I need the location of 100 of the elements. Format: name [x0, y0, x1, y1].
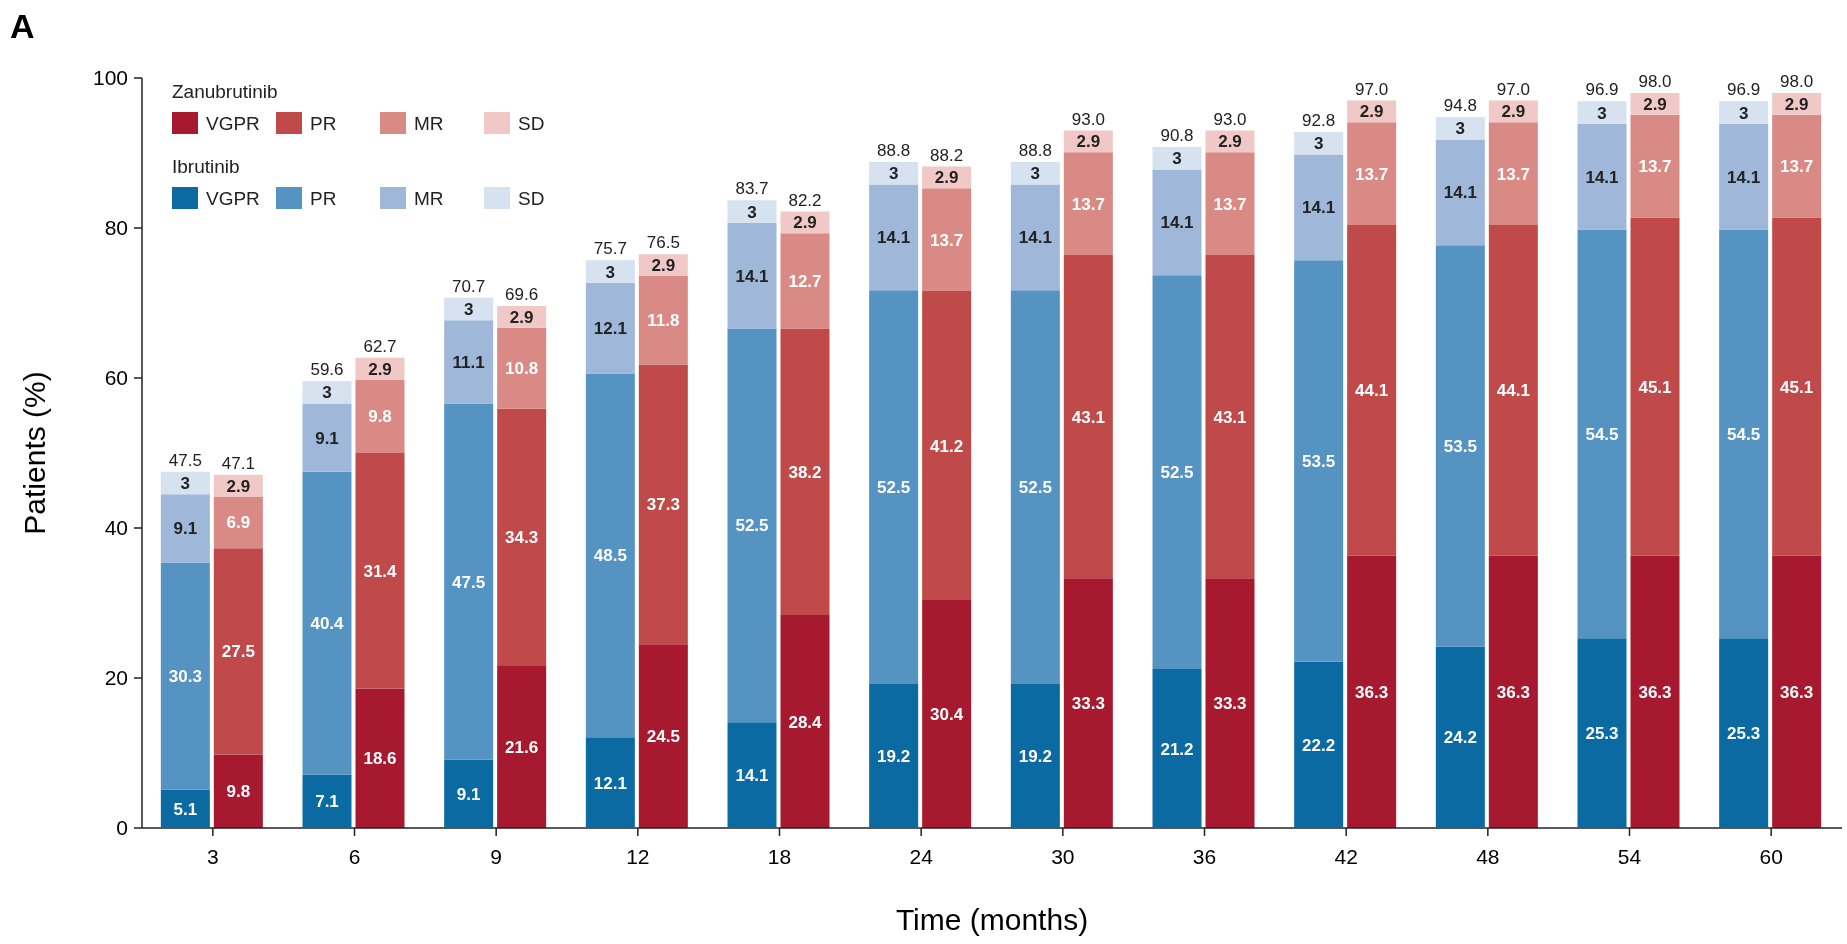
bar [1577, 229, 1627, 639]
data-label: 2.9 [226, 476, 251, 496]
data-label: 13.7 [1496, 164, 1530, 184]
data-label: 13.7 [1638, 157, 1672, 177]
chart-title: A [10, 7, 35, 45]
y-tick-label: 20 [104, 666, 128, 689]
data-label: 30.3 [168, 667, 202, 687]
bar [1063, 255, 1113, 579]
bar [780, 328, 830, 615]
bar [1152, 669, 1202, 828]
data-label: 5.1 [173, 799, 198, 819]
bar [213, 496, 263, 549]
data-label: 3 [1313, 134, 1324, 154]
bar [1294, 260, 1344, 662]
y-tick-label: 80 [104, 216, 128, 239]
data-label: 2.9 [1076, 132, 1101, 152]
bar [1294, 132, 1344, 155]
total-label: 97.0 [1496, 79, 1530, 99]
data-label: 14.1 [1018, 228, 1052, 248]
data-label: 3 [1455, 119, 1466, 139]
bar [1719, 229, 1769, 639]
data-label: 3 [180, 474, 191, 493]
bar [1630, 217, 1680, 556]
data-label: 27.5 [221, 642, 255, 662]
data-label: 36.3 [1638, 682, 1672, 702]
total-label: 92.8 [1302, 111, 1336, 130]
x-tick-label: 48 [1476, 845, 1500, 868]
bar [922, 188, 972, 291]
y-tick-label: 100 [92, 66, 128, 89]
data-label: 38.2 [788, 462, 822, 482]
bar [444, 320, 494, 404]
total-label: 47.5 [168, 450, 202, 470]
data-label: 47.5 [452, 572, 486, 592]
y-axis-title: Patients (%) [18, 371, 51, 535]
data-label: 13.7 [1071, 194, 1105, 214]
bar [355, 688, 405, 828]
bar [1063, 152, 1113, 255]
x-tick-label: 9 [490, 845, 503, 868]
bar [638, 276, 688, 365]
data-label: 25.3 [1585, 724, 1619, 744]
bar [1152, 147, 1202, 170]
data-label: 7.1 [315, 792, 339, 812]
data-label: 6.9 [226, 513, 251, 533]
total-label: 82.2 [788, 190, 822, 210]
data-label: 48.5 [593, 546, 627, 566]
data-label: 3 [1030, 164, 1041, 184]
data-label: 52.5 [877, 478, 911, 498]
data-label: 33.3 [1213, 694, 1247, 714]
data-label: 53.5 [1302, 451, 1336, 471]
bar [497, 327, 547, 409]
total-label: 69.6 [505, 285, 539, 304]
data-label: 9.1 [315, 428, 339, 448]
bar [1205, 152, 1255, 255]
x-tick-label: 60 [1759, 845, 1783, 868]
bar [355, 379, 405, 453]
data-label: 22.2 [1302, 735, 1336, 755]
x-tick-label: 30 [1051, 845, 1075, 868]
bar [1010, 184, 1060, 291]
total-label: 88.8 [1018, 141, 1052, 160]
bar [160, 471, 210, 495]
data-label: 9.8 [226, 782, 251, 802]
data-label: 31.4 [363, 561, 398, 581]
bar [638, 364, 688, 645]
bar [727, 328, 777, 723]
total-label: 47.1 [221, 453, 255, 473]
bar [1205, 255, 1255, 579]
bar [1347, 122, 1397, 225]
data-label: 45.1 [1638, 377, 1672, 397]
bar [869, 184, 919, 291]
data-label: 3 [747, 202, 757, 222]
total-label: 93.0 [1071, 109, 1105, 129]
data-label: 34.3 [505, 528, 539, 548]
bar [1719, 101, 1769, 124]
data-label: 54.5 [1727, 424, 1761, 444]
total-label: 76.5 [646, 233, 680, 253]
total-label: 93.0 [1213, 109, 1247, 129]
data-label: 13.7 [1213, 194, 1247, 214]
bar [1772, 114, 1822, 218]
bar [1488, 555, 1538, 828]
data-label: 2.9 [793, 213, 817, 233]
bar [1152, 169, 1202, 276]
bar [160, 494, 210, 563]
legend-label: SD [518, 113, 545, 134]
legend-label: PR [310, 188, 337, 209]
bar [497, 666, 547, 828]
data-label: 3 [1172, 149, 1182, 169]
data-label: 24.2 [1443, 728, 1477, 748]
data-label: 12.1 [593, 773, 627, 793]
data-label: 36.3 [1355, 682, 1389, 702]
bar [1488, 225, 1538, 556]
data-label: 3 [888, 164, 899, 184]
legend-label: VGPR [206, 113, 260, 134]
data-label: 28.4 [788, 712, 823, 732]
total-label: 98.0 [1780, 72, 1814, 91]
bar [585, 260, 635, 283]
total-label: 83.7 [735, 179, 769, 199]
x-tick-label: 12 [626, 845, 650, 868]
data-label: 9.1 [173, 519, 198, 539]
bar [1347, 225, 1397, 556]
data-label: 14.1 [735, 766, 769, 786]
